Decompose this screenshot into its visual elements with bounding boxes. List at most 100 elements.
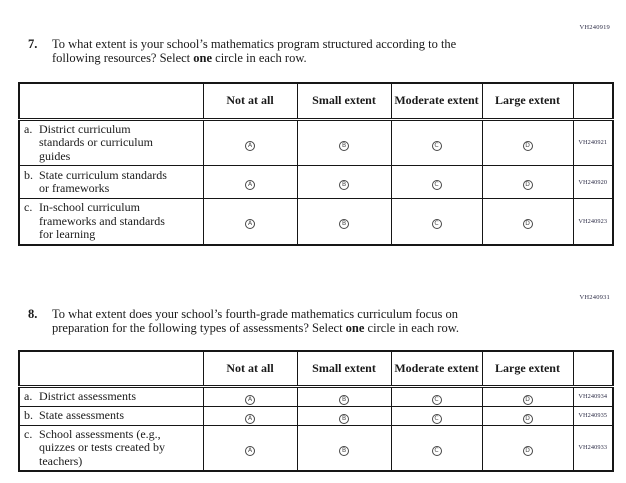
row-letter: a. xyxy=(24,388,33,403)
row-code: VH240934 xyxy=(572,385,614,407)
option-cell: C xyxy=(390,385,483,407)
option-bubble-c[interactable]: C xyxy=(431,219,442,230)
option-cell: C xyxy=(390,424,483,472)
option-bubble-d[interactable]: D xyxy=(522,180,533,190)
option-bubble-c[interactable]: C xyxy=(431,394,442,405)
table-row: a. District assessments A B C D VH240934 xyxy=(18,385,614,407)
option-bubble-d[interactable]: D xyxy=(522,219,533,230)
question-7-text-bold: one xyxy=(193,51,213,65)
option-cell: B xyxy=(296,118,392,166)
row-letter: b. xyxy=(24,407,33,422)
row-letter: a. xyxy=(24,121,33,136)
row-code: VH240933 xyxy=(572,424,614,472)
row-label-text: In-school curriculum frameworks and stan… xyxy=(39,200,165,241)
column-header-moderate-extent: Moderate extent xyxy=(390,82,483,121)
table-row: b. State assessments A B C D VH240935 xyxy=(18,405,614,426)
option-bubble-a[interactable]: A xyxy=(245,413,255,424)
option-cell: D xyxy=(481,424,574,472)
option-bubble-d[interactable]: D xyxy=(522,445,533,456)
option-cell: C xyxy=(390,165,483,199)
option-bubble-b[interactable]: B xyxy=(339,413,349,424)
question-8-code: VH240931 xyxy=(579,294,610,301)
row-code: VH240935 xyxy=(572,405,614,426)
table-row: c. School assessments (e.g., quizzes or … xyxy=(18,424,614,472)
column-header-empty xyxy=(18,350,204,388)
question-8-table: Not at all Small extent Moderate extent … xyxy=(18,350,614,472)
option-cell: D xyxy=(481,165,574,199)
option-bubble-a[interactable]: A xyxy=(245,219,255,230)
table-row: a. District curriculum standards or curr… xyxy=(18,118,614,166)
option-cell: A xyxy=(202,424,298,472)
question-7-text-post: circle in each row. xyxy=(212,51,307,65)
option-cell: B xyxy=(296,405,392,426)
option-bubble-b[interactable]: B xyxy=(339,445,349,456)
option-cell: D xyxy=(481,198,574,245)
row-letter: c. xyxy=(24,426,33,441)
option-bubble-d[interactable]: D xyxy=(522,413,533,424)
row-label-text: State curriculum standards or frameworks xyxy=(39,167,167,195)
column-header-empty xyxy=(18,82,204,121)
option-bubble-b[interactable]: B xyxy=(339,180,349,190)
option-cell: D xyxy=(481,405,574,426)
question-7-number: 7. xyxy=(28,37,38,51)
option-cell: A xyxy=(202,118,298,166)
option-cell: C xyxy=(390,198,483,245)
table-row: b. State curriculum standards or framewo… xyxy=(18,165,614,199)
row-label: c. In-school curriculum frameworks and s… xyxy=(18,198,204,245)
question-8-text: To what extent does your school’s fourth… xyxy=(52,307,459,335)
option-cell: D xyxy=(481,118,574,166)
option-cell: C xyxy=(390,405,483,426)
option-bubble-b[interactable]: B xyxy=(339,140,349,151)
option-cell: B xyxy=(296,385,392,407)
option-cell: A xyxy=(202,198,298,245)
option-bubble-c[interactable]: C xyxy=(431,140,442,151)
column-header-small-extent: Small extent xyxy=(296,350,392,388)
question-7-text: To what extent is your school’s mathemat… xyxy=(52,37,456,65)
header-row: Not at all Small extent Moderate extent … xyxy=(18,350,614,388)
column-header-moderate-extent: Moderate extent xyxy=(390,350,483,388)
question-7: 7. To what extent is your school’s mathe… xyxy=(28,37,576,65)
option-cell: A xyxy=(202,165,298,199)
column-header-not-at-all: Not at all xyxy=(202,82,298,121)
table-row: c. In-school curriculum frameworks and s… xyxy=(18,198,614,245)
row-code: VH240921 xyxy=(572,118,614,166)
row-label: a. District curriculum standards or curr… xyxy=(18,118,204,166)
option-cell: D xyxy=(481,385,574,407)
column-header-small-extent: Small extent xyxy=(296,82,392,121)
row-label: b. State curriculum standards or framewo… xyxy=(18,165,204,199)
question-8-text-pre: To what extent does your school’s fourth… xyxy=(52,307,458,335)
column-header-code-empty xyxy=(572,82,614,121)
option-bubble-d[interactable]: D xyxy=(522,394,533,405)
option-cell: B xyxy=(296,198,392,245)
option-bubble-c[interactable]: C xyxy=(431,180,442,190)
option-bubble-a[interactable]: A xyxy=(245,140,255,151)
option-bubble-a[interactable]: A xyxy=(245,445,255,456)
row-letter: b. xyxy=(24,167,33,182)
option-bubble-a[interactable]: A xyxy=(245,394,255,405)
option-bubble-d[interactable]: D xyxy=(522,140,533,151)
row-code: VH240920 xyxy=(572,165,614,199)
row-label: a. District assessments xyxy=(18,385,204,407)
option-bubble-c[interactable]: C xyxy=(431,413,442,424)
option-bubble-b[interactable]: B xyxy=(339,219,349,230)
option-bubble-a[interactable]: A xyxy=(245,180,255,190)
option-cell: B xyxy=(296,424,392,472)
question-8-text-bold: one xyxy=(345,321,365,335)
row-label-text: State assessments xyxy=(39,407,124,422)
row-label: c. School assessments (e.g., quizzes or … xyxy=(18,424,204,472)
option-cell: B xyxy=(296,165,392,199)
question-7-table: Not at all Small extent Moderate extent … xyxy=(18,82,614,246)
option-bubble-b[interactable]: B xyxy=(339,394,349,405)
row-code: VH240923 xyxy=(572,198,614,245)
option-bubble-c[interactable]: C xyxy=(431,445,442,456)
question-8: 8. To what extent does your school’s fou… xyxy=(28,307,576,335)
option-cell: A xyxy=(202,385,298,407)
option-cell: A xyxy=(202,405,298,426)
column-header-large-extent: Large extent xyxy=(481,350,574,388)
column-header-code-empty xyxy=(572,350,614,388)
header-row: Not at all Small extent Moderate extent … xyxy=(18,82,614,121)
question-7-text-pre: To what extent is your school’s mathemat… xyxy=(52,37,457,65)
question-7-code: VH240919 xyxy=(579,24,610,31)
row-label: b. State assessments xyxy=(18,405,204,426)
